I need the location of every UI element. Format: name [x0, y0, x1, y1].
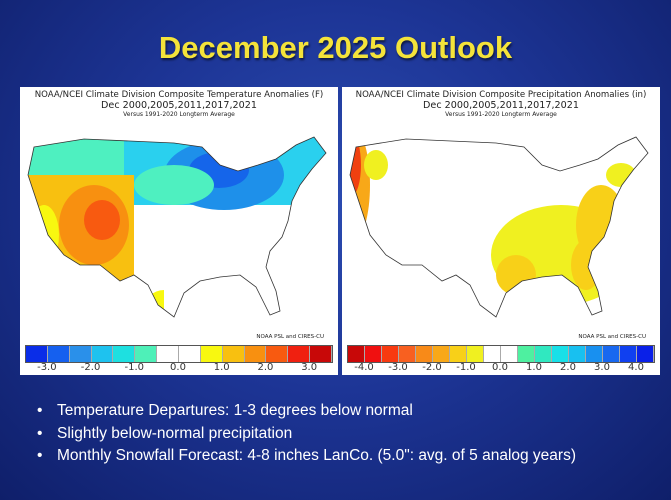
precipitation-map-credit: NOAA PSL and CIRES-CU [578, 334, 646, 340]
legend-tick-label: -4.0 [354, 362, 374, 373]
legend-swatch [365, 346, 382, 362]
legend-tick-label: 4.0 [628, 362, 644, 373]
legend-swatch [135, 346, 158, 362]
temperature-map-header: NOAA/NCEI Climate Division Composite Tem… [20, 90, 338, 118]
temperature-map-title: NOAA/NCEI Climate Division Composite Tem… [34, 90, 324, 100]
precipitation-anomaly-panel: NOAA/NCEI Climate Division Composite Pre… [342, 87, 660, 375]
legend-swatch [382, 346, 399, 362]
legend-tick-label: 2.0 [560, 362, 576, 373]
legend-tick-label: -2.0 [80, 362, 101, 373]
temperature-anomaly-map [27, 136, 327, 318]
legend-tick-label: -1.0 [124, 362, 145, 373]
legend-swatch [603, 346, 620, 362]
precipitation-map-header: NOAA/NCEI Climate Division Composite Pre… [342, 90, 660, 118]
summary-bullets: Temperature Departures: 1-3 degrees belo… [37, 400, 576, 468]
legend-tick-label: -1.0 [456, 362, 476, 373]
slide-title: December 2025 Outlook [158, 30, 513, 65]
bullet-precipitation: Slightly below-normal precipitation [37, 423, 576, 446]
precipitation-map-title: NOAA/NCEI Climate Division Composite Pre… [355, 90, 647, 100]
legend-swatch [69, 346, 92, 362]
legend-swatch [47, 346, 70, 362]
legend-swatch [518, 346, 535, 362]
temperature-legend-ticks: -3.0 -2.0 -1.0 0.0 1.0 2.0 3.0 [25, 362, 331, 374]
legend-tick-label: -3.0 [37, 362, 57, 373]
legend-swatch [179, 346, 201, 362]
legend-tick-label: 3.0 [301, 362, 318, 373]
precipitation-map-baseline: Versus 1991-2020 Longterm Average [445, 111, 557, 118]
legend-tick-label: 0.0 [492, 362, 508, 373]
legend-tick-label: 0.0 [170, 362, 186, 373]
legend-swatch [26, 346, 48, 362]
legend-swatch [467, 346, 484, 362]
legend-swatch [620, 346, 637, 362]
bullet-temperature: Temperature Departures: 1-3 degrees belo… [37, 400, 576, 423]
legend-swatch [501, 346, 518, 362]
legend-swatch [552, 346, 569, 362]
temperature-map-credit: NOAA PSL and CIRES-CU [256, 334, 324, 340]
legend-tick-label: 3.0 [594, 362, 610, 373]
legend-tick-label: 1.0 [526, 362, 542, 373]
precipitation-anomaly-map [349, 136, 649, 318]
precipitation-color-legend [347, 345, 655, 363]
legend-swatch [348, 346, 365, 362]
legend-swatch [288, 346, 311, 362]
legend-swatch [113, 346, 136, 362]
legend-swatch [569, 346, 586, 362]
legend-swatch [416, 346, 433, 362]
legend-tick-label: -2.0 [422, 362, 442, 373]
temperature-anomaly-panel: NOAA/NCEI Climate Division Composite Tem… [20, 87, 338, 375]
legend-swatch [484, 346, 501, 362]
legend-swatch [91, 346, 114, 362]
temperature-map-baseline: Versus 1991-2020 Longterm Average [123, 111, 235, 118]
legend-swatch [399, 346, 416, 362]
legend-swatch [157, 346, 180, 362]
temperature-map-years: Dec 2000,2005,2011,2017,2021 [101, 100, 257, 111]
legend-swatch [433, 346, 450, 362]
precipitation-legend-ticks: -4.0 -3.0 -2.0 -1.0 0.0 1.0 2.0 3.0 4.0 [347, 362, 653, 374]
temperature-color-legend [25, 345, 333, 363]
legend-swatch [200, 346, 223, 362]
legend-swatch [244, 346, 267, 362]
legend-swatch [637, 346, 654, 362]
legend-swatch [535, 346, 552, 362]
legend-swatch [310, 346, 333, 362]
legend-swatch [266, 346, 289, 362]
legend-swatch [450, 346, 467, 362]
bullet-snowfall: Monthly Snowfall Forecast: 4-8 inches La… [37, 445, 576, 468]
legend-tick-label: 2.0 [257, 362, 274, 373]
legend-tick-label: -3.0 [388, 362, 408, 373]
legend-swatch [586, 346, 603, 362]
legend-tick-label: 1.0 [213, 362, 230, 373]
precipitation-map-years: Dec 2000,2005,2011,2017,2021 [423, 100, 579, 111]
legend-swatch [222, 346, 245, 362]
